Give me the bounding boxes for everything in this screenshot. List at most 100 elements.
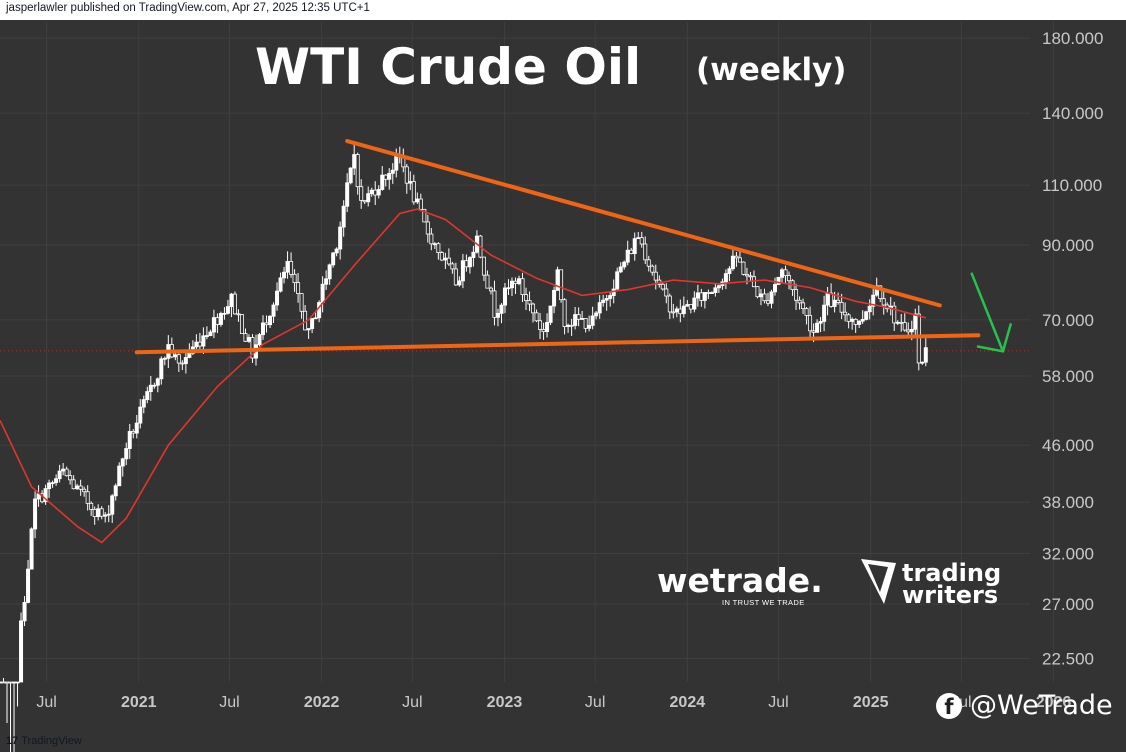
- candle-body-212: [741, 261, 746, 275]
- candle-body-133: [464, 260, 469, 268]
- candle-body-227: [794, 289, 799, 301]
- candle-body-63: [218, 313, 223, 325]
- candle-body-242: [846, 314, 851, 322]
- candle-body-113: [394, 154, 399, 171]
- candle-body-67: [232, 293, 237, 315]
- candle-body-199: [695, 292, 700, 299]
- candle-body-132: [460, 260, 465, 282]
- candle-body-213: [744, 273, 749, 277]
- candle-body-200: [699, 292, 704, 301]
- y-tick-label-4: 46.000: [1042, 436, 1094, 455]
- publisher-line: jasperlawler published on TradingView.co…: [6, 2, 370, 14]
- candle-body-176: [615, 271, 620, 290]
- candle-body-165: [576, 314, 581, 320]
- candle-body-45: [155, 378, 160, 386]
- candle-body-141: [492, 290, 497, 318]
- x-tick-label-7: 2024: [670, 694, 706, 711]
- footer-brand: TradingView: [21, 735, 82, 747]
- trendlines: [134, 139, 981, 355]
- candle-body-230: [804, 308, 809, 316]
- facebook-icon: f: [936, 692, 962, 719]
- candle-body-211: [737, 257, 742, 263]
- candle-body-232: [811, 330, 816, 333]
- chart-title: WTI Crude Oil: [255, 38, 641, 96]
- candle-body-234: [818, 321, 823, 324]
- x-tick-label-6: Jul: [585, 694, 605, 711]
- candle-body-3: [8, 681, 13, 684]
- candle-body-7: [22, 602, 27, 622]
- candle-body-126: [439, 252, 444, 261]
- wetrade-logo: wetrade. IN TRUST WE TRADE: [657, 561, 823, 607]
- candle-body-247: [864, 311, 869, 320]
- candle-body-142: [495, 312, 500, 318]
- candle-body-8: [26, 568, 31, 603]
- candle-body-4: [12, 681, 17, 684]
- x-tick-label-5: 2023: [487, 694, 523, 711]
- candle-body-186: [650, 265, 655, 273]
- candle-body-246: [860, 319, 865, 322]
- candle-body-6: [19, 620, 24, 683]
- candle-body-111: [387, 172, 392, 180]
- candle-body-139: [485, 274, 490, 289]
- candle-body-42: [145, 391, 150, 401]
- candle-body-209: [730, 255, 735, 270]
- x-tick-label-3: 2022: [304, 694, 340, 711]
- candle-body-50: [173, 354, 178, 358]
- candle-body-36: [124, 448, 129, 460]
- x-tick-label-0: Jul: [36, 694, 56, 711]
- candle-body-103: [359, 186, 364, 201]
- candle-body-32: [110, 495, 115, 515]
- chart-subtitle: (weekly): [696, 52, 846, 88]
- candle-body-107: [373, 189, 378, 196]
- candle-body-228: [797, 299, 802, 304]
- candle-body-197: [688, 304, 693, 310]
- candle-body-54: [187, 352, 192, 358]
- candle-body-173: [604, 298, 609, 301]
- candle-body-71: [246, 337, 251, 342]
- trading-writers-line2: writers: [902, 581, 998, 609]
- y-tick-label-10: 180.000: [1042, 29, 1103, 48]
- candle-body-1: [1, 681, 6, 684]
- candle-body-26: [89, 502, 94, 510]
- candle-body-35: [120, 458, 125, 467]
- candle-body-74: [257, 334, 262, 346]
- candle-body-90: [313, 317, 318, 320]
- candle-body-56: [194, 341, 199, 348]
- candle-body-198: [692, 297, 697, 310]
- candle-body-208: [727, 268, 732, 274]
- candle-body-164: [573, 314, 578, 326]
- candle-body-172: [601, 299, 606, 303]
- candle-body-260: [909, 328, 914, 333]
- candle-body-64: [222, 312, 227, 315]
- candle-body-249: [871, 294, 876, 307]
- candle-body-190: [664, 288, 669, 297]
- candle-body-61: [211, 317, 216, 333]
- candle-body-181: [632, 238, 637, 254]
- candle-body-170: [594, 312, 599, 317]
- footer: 17 TradingView: [6, 735, 82, 747]
- x-tick-label-1: 2021: [121, 694, 157, 711]
- candle-body-79: [275, 290, 280, 306]
- candle-body-179: [625, 249, 630, 263]
- arrow-head: [976, 323, 1013, 353]
- candle-body-259: [906, 329, 911, 333]
- candle-body-84: [292, 273, 297, 283]
- candle-body-182: [636, 237, 641, 240]
- wetrade-logo-tagline: IN TRUST WE TRADE: [722, 598, 805, 607]
- candle-body-104: [362, 200, 367, 203]
- candle-body-180: [629, 249, 634, 254]
- y-tick-label-6: 70.000: [1042, 311, 1094, 330]
- candle-body-116: [404, 166, 409, 184]
- candle-body-178: [622, 261, 627, 268]
- candle-body-187: [653, 271, 658, 281]
- candle-body-183: [639, 237, 644, 245]
- social-handle-text: @WeTrade: [970, 690, 1113, 721]
- y-tick-label-5: 58.000: [1042, 367, 1094, 386]
- candle-body-145: [506, 287, 511, 290]
- candle-body-123: [429, 233, 434, 245]
- y-tick-label-2: 32.000: [1042, 544, 1094, 563]
- candle-body-24: [82, 488, 87, 493]
- candle-body-168: [587, 324, 592, 329]
- candle-body-236: [825, 292, 830, 306]
